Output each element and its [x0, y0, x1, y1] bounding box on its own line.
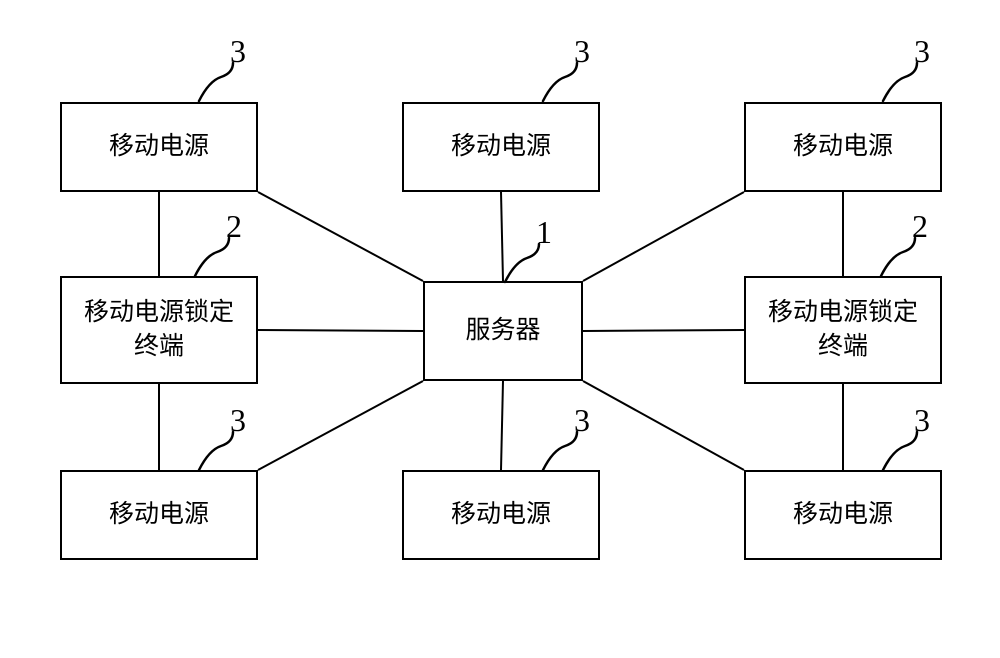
diagram-stage: 服务器 1 移动电源锁定 终端 2 移动电源锁定 终端 2 移动电源 3 移动电源 3 移动电源 3 移… [0, 0, 1000, 658]
node-ps_tl: 移动电源 [60, 102, 258, 192]
node-label: 移动电源锁定 终端 [768, 296, 918, 364]
node-ps_bl: 移动电源 [60, 470, 258, 560]
node-label: 移动电源锁定 终端 [84, 296, 234, 364]
node-label: 移动电源 [793, 130, 893, 164]
node-label: 服务器 [465, 314, 540, 348]
node-label: 移动电源 [451, 498, 551, 532]
node-label: 移动电源 [793, 498, 893, 532]
callout-number: 2 [912, 208, 928, 245]
node-ps_tc: 移动电源 [402, 102, 600, 192]
callout-number: 3 [914, 33, 930, 70]
node-terminal_left: 移动电源锁定 终端 [60, 276, 258, 384]
node-terminal_right: 移动电源锁定 终端 [744, 276, 942, 384]
callout-number: 3 [230, 33, 246, 70]
callout-number: 3 [574, 402, 590, 439]
node-server: 服务器 [423, 281, 583, 381]
callout-number: 3 [914, 402, 930, 439]
node-ps_br: 移动电源 [744, 470, 942, 560]
node-ps_tr: 移动电源 [744, 102, 942, 192]
callout-number: 1 [536, 214, 552, 251]
callout-number: 2 [226, 208, 242, 245]
node-ps_bc: 移动电源 [402, 470, 600, 560]
node-label: 移动电源 [109, 130, 209, 164]
callout-number: 3 [230, 402, 246, 439]
node-label: 移动电源 [109, 498, 209, 532]
callout-number: 3 [574, 33, 590, 70]
node-label: 移动电源 [451, 130, 551, 164]
